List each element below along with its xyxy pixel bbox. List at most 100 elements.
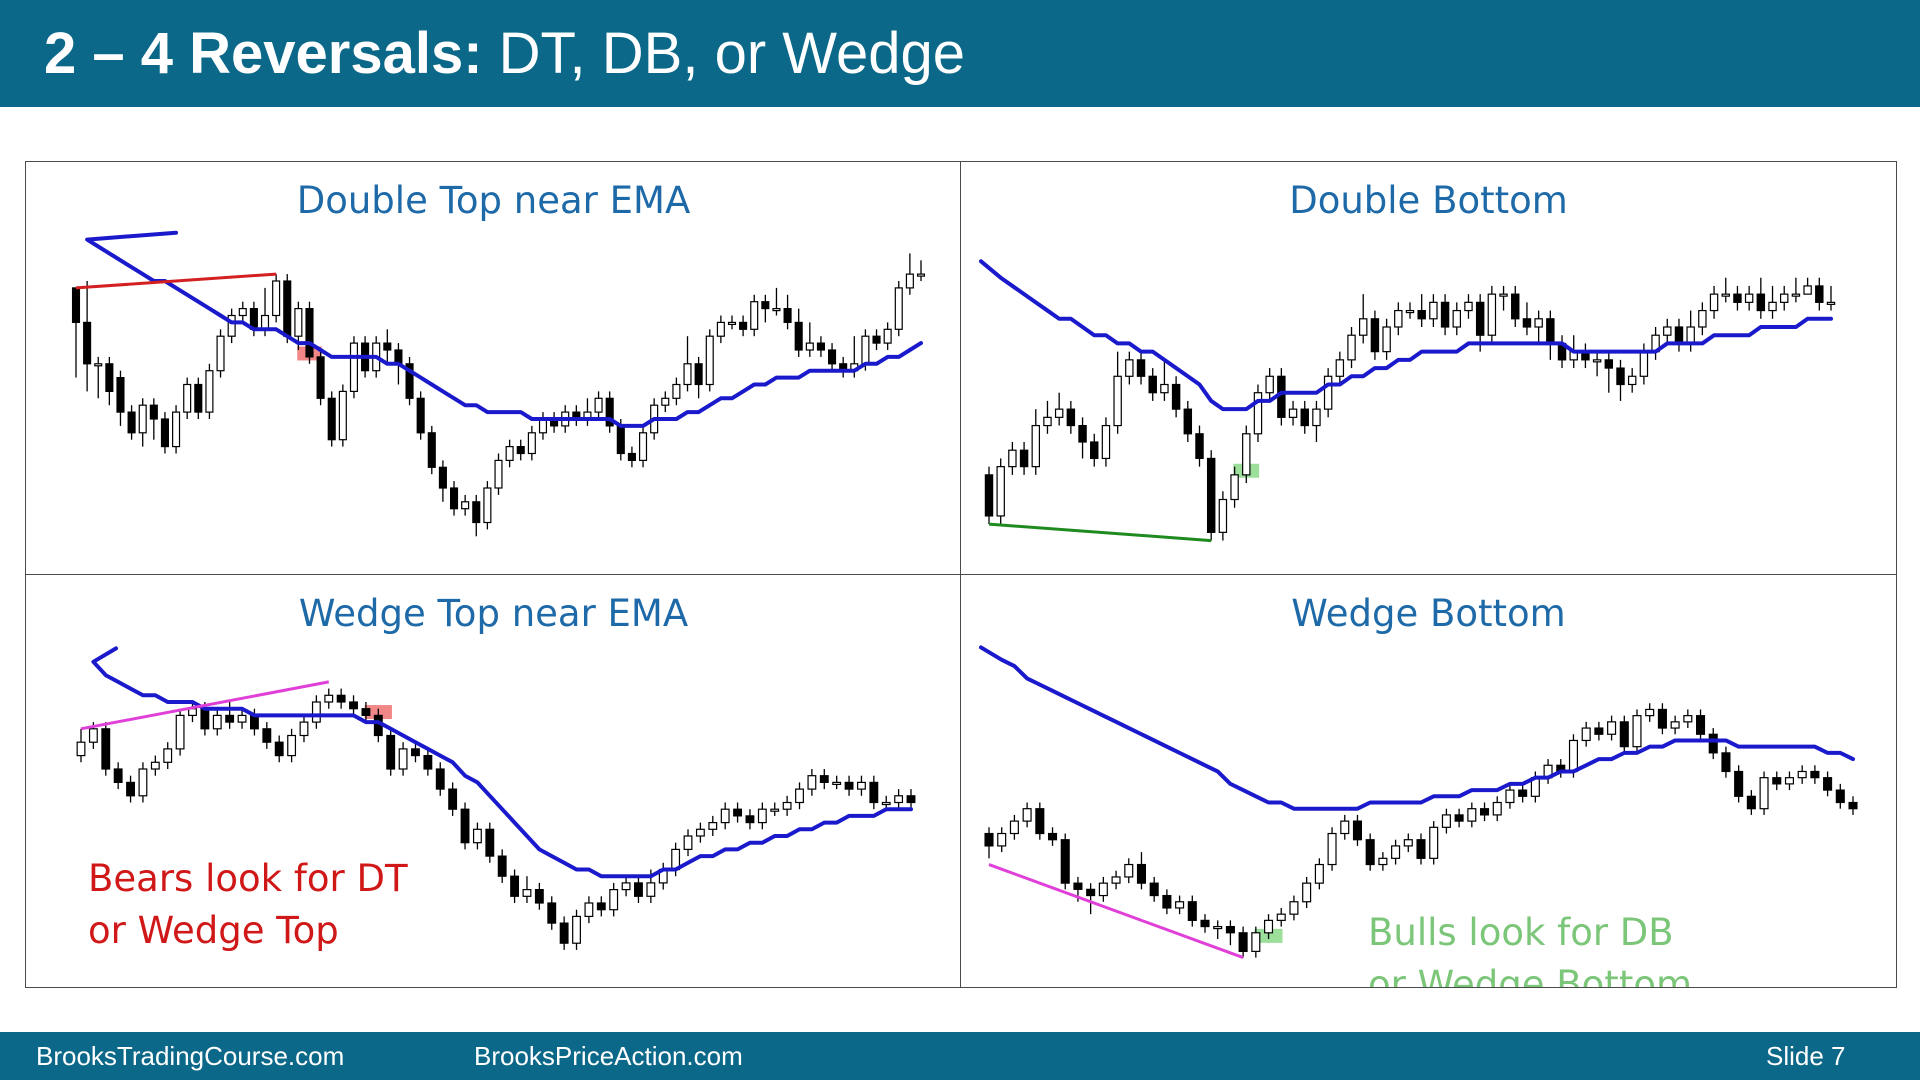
candle-bar	[449, 481, 459, 516]
candle-bar	[1347, 327, 1356, 369]
candle-bar	[1113, 351, 1122, 434]
panel-wedge-bottom: Wedge Bottom Bulls look for DB or Wedge …	[960, 574, 1897, 988]
candle-bar	[694, 356, 703, 399]
candle-bar	[1195, 425, 1204, 467]
candle-bar	[1335, 351, 1345, 385]
candle-bar	[287, 728, 297, 763]
candle-bar	[1382, 318, 1391, 360]
candle-bar	[1429, 294, 1438, 327]
candle-bar	[807, 769, 817, 796]
panel-double-top: Double Top near EMA	[25, 161, 962, 576]
candle-bar	[262, 722, 272, 749]
candle-bar	[316, 350, 325, 406]
candle-bar	[1206, 450, 1216, 541]
candle-bar	[750, 294, 759, 337]
candle-bar	[996, 458, 1005, 525]
candle-bar	[149, 398, 158, 440]
candle-bar	[472, 822, 482, 850]
candle-bar	[638, 425, 648, 468]
candle-bar	[733, 802, 743, 823]
candle-bar	[113, 762, 123, 790]
candle-bar	[658, 862, 668, 890]
ema-line	[85, 230, 923, 428]
candle-bar	[1772, 771, 1782, 791]
candle-bar	[172, 405, 181, 454]
chart-wedge-bottom	[979, 645, 1858, 960]
candle-bar	[1627, 368, 1637, 393]
candle-bar	[1440, 294, 1450, 336]
candle-bar	[1733, 285, 1742, 311]
candle-bar	[160, 412, 169, 454]
candle-bar	[672, 377, 681, 406]
candle-bar	[1136, 852, 1147, 890]
candle-bar	[1124, 858, 1134, 884]
candle-bar	[984, 466, 994, 525]
candle-bar	[872, 329, 881, 350]
candle-bar	[1708, 728, 1718, 760]
candle-bar	[1651, 327, 1660, 360]
candle-bar	[1826, 285, 1836, 311]
bears-note: Bears look for DT or Wedge Top	[88, 857, 408, 952]
candle-bar	[881, 795, 891, 810]
candle-bar	[1162, 889, 1172, 915]
candle-bar	[572, 405, 581, 426]
candle-bar	[695, 822, 705, 843]
candle-bar	[1417, 294, 1426, 327]
candle-bar	[305, 301, 314, 364]
candle-bar	[661, 391, 670, 413]
candle-bar	[1019, 442, 1029, 475]
candle-bar	[757, 802, 767, 830]
candle-bar	[745, 809, 755, 830]
candle-bar	[857, 775, 866, 796]
candle-bar	[183, 377, 192, 419]
candle-bar	[1663, 318, 1672, 344]
candle-bar	[1511, 285, 1520, 327]
footer-site-course[interactable]: BrooksTradingCourse.com	[36, 1041, 345, 1071]
footer-site-priceaction[interactable]: BrooksPriceAction.com	[474, 1041, 743, 1071]
candle-bar	[1314, 858, 1324, 890]
candle-bar	[1674, 318, 1684, 352]
candle-bar	[772, 287, 781, 316]
candle-bar	[783, 294, 792, 330]
candle-bar	[1698, 302, 1707, 336]
candle-bar	[1230, 466, 1239, 508]
title-bar	[0, 0, 1920, 107]
candle-bar	[547, 896, 557, 930]
candle-bar	[1594, 721, 1604, 741]
candle-bar	[1031, 409, 1041, 475]
footer-slide-number: Slide 7	[1766, 1041, 1846, 1071]
candle-bar	[497, 849, 507, 883]
candle-bar	[894, 789, 904, 810]
candle-bar	[1288, 400, 1298, 426]
candle-bar	[194, 377, 203, 419]
candle-bar	[1645, 703, 1655, 722]
candle-bar	[527, 425, 536, 461]
candle-bar	[150, 755, 160, 776]
candle-bar	[460, 802, 470, 850]
panel-wedge-top: Wedge Top near EMA Bears look for DT or …	[25, 574, 962, 988]
candle-bar	[472, 494, 481, 537]
candle-bar	[411, 742, 420, 763]
candle-bar	[163, 742, 173, 769]
candle-bar	[1263, 914, 1274, 939]
candle-bar	[1759, 771, 1769, 815]
candle-bar	[1403, 833, 1413, 853]
candle-bar	[216, 329, 225, 378]
candle-bar	[327, 391, 336, 447]
candle-bar	[1518, 783, 1528, 803]
candle-bar	[1098, 876, 1108, 902]
candle-bar	[205, 363, 214, 419]
candle-bar	[805, 322, 814, 357]
ema-line	[979, 645, 1855, 811]
candle-bar	[1657, 703, 1667, 735]
candle-bar	[1592, 351, 1602, 377]
candle-bar	[1546, 310, 1555, 360]
candle-bar	[720, 802, 730, 830]
candle-bar	[1289, 895, 1299, 921]
footer-bar	[0, 1032, 1920, 1080]
candle-bar	[708, 815, 718, 836]
candle-bar	[916, 260, 926, 281]
candle-bar	[1695, 709, 1706, 741]
candle-bar	[1183, 400, 1193, 442]
candle-bar	[905, 253, 914, 295]
